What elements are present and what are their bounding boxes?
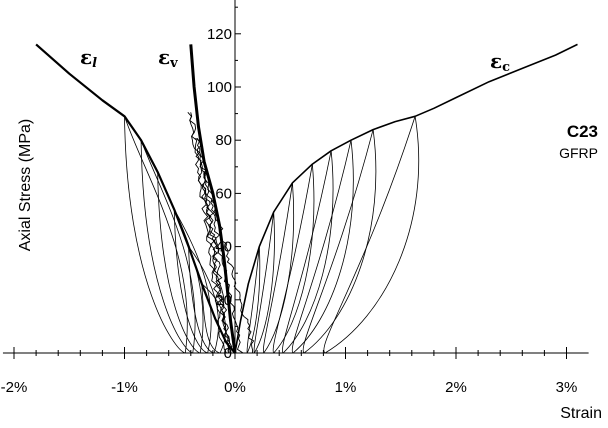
axial-reload-loop: [246, 246, 261, 354]
lateral-unload-loop: [201, 283, 221, 354]
series-label-axial-sub: c: [502, 60, 510, 75]
axial-reload-loop: [303, 129, 377, 354]
axial-reload-loop: [253, 211, 275, 354]
curves: [35, 43, 578, 354]
volumetric-strain-envelope: [189, 44, 237, 354]
lateral-reload-loop: [188, 246, 219, 354]
x-tick-label: 0%: [224, 379, 246, 396]
axial-unload-loop: [262, 182, 293, 354]
lateral-unload-loop: [173, 209, 208, 354]
lateral-unload-loop: [157, 172, 201, 354]
y-tick-label: 60: [215, 185, 232, 202]
axial-unload-loop: [323, 116, 416, 354]
series-label-lateral-main: ε: [80, 45, 92, 69]
axial-unload-loop: [302, 129, 374, 354]
axial-reload-loop: [292, 140, 354, 354]
y-tick-label: 100: [207, 79, 232, 96]
volumetric-loop: [202, 170, 233, 354]
series-label-axial: εc: [490, 49, 510, 75]
axial-unload-loop: [253, 211, 275, 354]
axial-unload-loop: [272, 164, 313, 354]
series-label-volumetric-sub: v: [169, 56, 178, 71]
axial-strain-envelope: [234, 43, 578, 354]
lateral-reload-loop: [140, 140, 196, 354]
x-tick-label: -1%: [111, 379, 138, 396]
material-label: GFRP: [559, 145, 598, 161]
y-tick-label: 0: [224, 345, 232, 362]
lateral-unload-loop: [188, 246, 215, 354]
lateral-unload-loop: [124, 116, 186, 354]
axial-reload-loop: [273, 164, 315, 354]
y-axis-label: Axial Stress (MPa): [17, 119, 34, 251]
volumetric-loop: [189, 112, 227, 354]
axial-unload-loop: [246, 246, 260, 354]
x-tick-label: -2%: [1, 379, 28, 396]
series-label-axial-main: ε: [490, 49, 502, 73]
axial-reload-loop: [324, 116, 420, 354]
axial-unload-loop: [291, 140, 352, 354]
x-tick-label: 3%: [556, 379, 578, 396]
specimen-id-label: C23: [567, 122, 598, 141]
series-label-lateral: εl: [80, 45, 97, 71]
lateral-reload-loop: [157, 171, 204, 354]
series-label-volumetric-main: ε: [158, 45, 170, 69]
y-tick-label: 120: [207, 26, 232, 43]
volumetric-loop: [196, 137, 244, 354]
x-axis-label: Strain: [560, 405, 602, 422]
labels: Axial Stress (MPa) Strain C23 GFRP εl εv…: [17, 45, 602, 422]
x-tick-label: 1%: [335, 379, 357, 396]
lateral-reload-loop: [124, 116, 188, 354]
lateral-unload-loop: [140, 140, 193, 354]
lateral-reload-loop: [173, 209, 212, 354]
volumetric-loop: [203, 171, 255, 354]
series-label-volumetric: εv: [158, 45, 178, 71]
x-tick-label: 2%: [445, 379, 467, 396]
series-label-lateral-sub: l: [92, 56, 97, 71]
axial-unload-loop: [282, 150, 332, 354]
y-tick-label: 80: [215, 132, 232, 149]
